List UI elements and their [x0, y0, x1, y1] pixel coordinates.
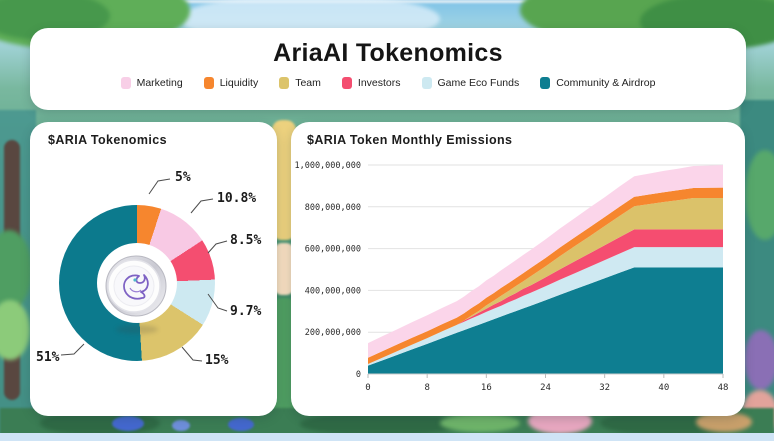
background-bottom-strip: [0, 433, 774, 441]
x-tick-label: 40: [658, 383, 669, 393]
legend-item-marketing: Marketing: [120, 77, 183, 89]
x-tick-label: 16: [481, 383, 492, 393]
area-layer-team: [368, 198, 723, 364]
background-blue-flower-3: [172, 420, 190, 431]
background-grass-light: [440, 414, 520, 432]
area-layer-marketing: [368, 165, 723, 358]
legend-item-team: Team: [279, 77, 321, 89]
donut-label-community-airdrop: 51%: [36, 350, 60, 365]
legend-item-community-airdrop: Community & Airdrop: [540, 77, 655, 89]
emissions-card-title: $ARIA Token Monthly Emissions: [307, 133, 513, 147]
donut-card-title: $ARIA Tokenomics: [48, 133, 167, 147]
background-character-tan: [696, 412, 752, 432]
header-card: AriaAI Tokenomics Marketing Liquidity Te…: [30, 28, 746, 110]
game-eco-funds-swatch-icon: [421, 77, 432, 89]
legend-label: Team: [295, 77, 321, 89]
aria-coin-icon: [104, 254, 168, 318]
page-title: AriaAI Tokenomics: [273, 39, 503, 67]
area-layer-investors: [368, 229, 723, 364]
y-tick-label: 800,000,000: [305, 203, 361, 213]
legend-item-liquidity: Liquidity: [203, 77, 259, 89]
background-right-foliage: [745, 150, 774, 240]
area-layer-game-eco-funds: [368, 247, 723, 366]
donut-label-team: 15%: [205, 353, 229, 368]
donut-label-marketing: 10.8%: [217, 191, 257, 206]
donut-label-game-eco-funds: 9.7%: [230, 304, 262, 319]
background-character-skin: [274, 243, 294, 295]
background-grass-dark-2: [300, 412, 460, 436]
y-tick-label: 600,000,000: [305, 245, 361, 255]
emissions-stacked-area-chart: 0 8 16 24 32 40 48 0 200,000,000 400,000,000 600,0…: [294, 161, 729, 393]
legend-label: Investors: [357, 77, 401, 89]
background-blue-flower-1: [112, 416, 144, 431]
y-tick-label: 200,000,000: [305, 328, 361, 338]
x-tick-label: 24: [540, 383, 551, 393]
community-airdrop-swatch-icon: [540, 77, 551, 89]
background-blue-flower-2: [228, 418, 254, 431]
coin-shadow: [116, 325, 158, 334]
x-tick-label: 32: [599, 383, 610, 393]
x-tick-label: 48: [718, 383, 729, 393]
legend-label: Liquidity: [219, 77, 259, 89]
team-swatch-icon: [279, 77, 290, 89]
x-tick-label: 0: [365, 383, 370, 393]
area-layer-liquidity: [368, 187, 723, 364]
legend-item-investors: Investors: [341, 77, 401, 89]
background-right-purple-flower: [744, 330, 774, 390]
x-tick-label: 8: [424, 383, 429, 393]
donut-label-investors: 8.5%: [230, 233, 262, 248]
investors-swatch-icon: [341, 77, 352, 89]
legend-label: Community & Airdrop: [556, 77, 656, 89]
liquidity-swatch-icon: [203, 77, 214, 89]
area-layer-community-airdrop: [368, 267, 723, 374]
emissions-chart-card: $ARIA Token Monthly Emissions 0 8 16 24 32 40…: [291, 122, 745, 416]
y-tick-label: 0: [356, 370, 361, 380]
y-tick-label: 1,000,000,000: [294, 161, 361, 171]
marketing-swatch-icon: [120, 77, 131, 89]
y-tick-label: 400,000,000: [305, 286, 361, 296]
tokenomics-donut-card: $ARIA Tokenomics: [30, 122, 277, 416]
legend-label: Game Eco Funds: [437, 77, 520, 89]
donut-label-liquidity: 5%: [175, 170, 191, 185]
legend-label: Marketing: [136, 77, 183, 89]
legend: Marketing Liquidity Team Investors Game …: [30, 77, 746, 89]
legend-item-game-eco-funds: Game Eco Funds: [421, 77, 520, 89]
